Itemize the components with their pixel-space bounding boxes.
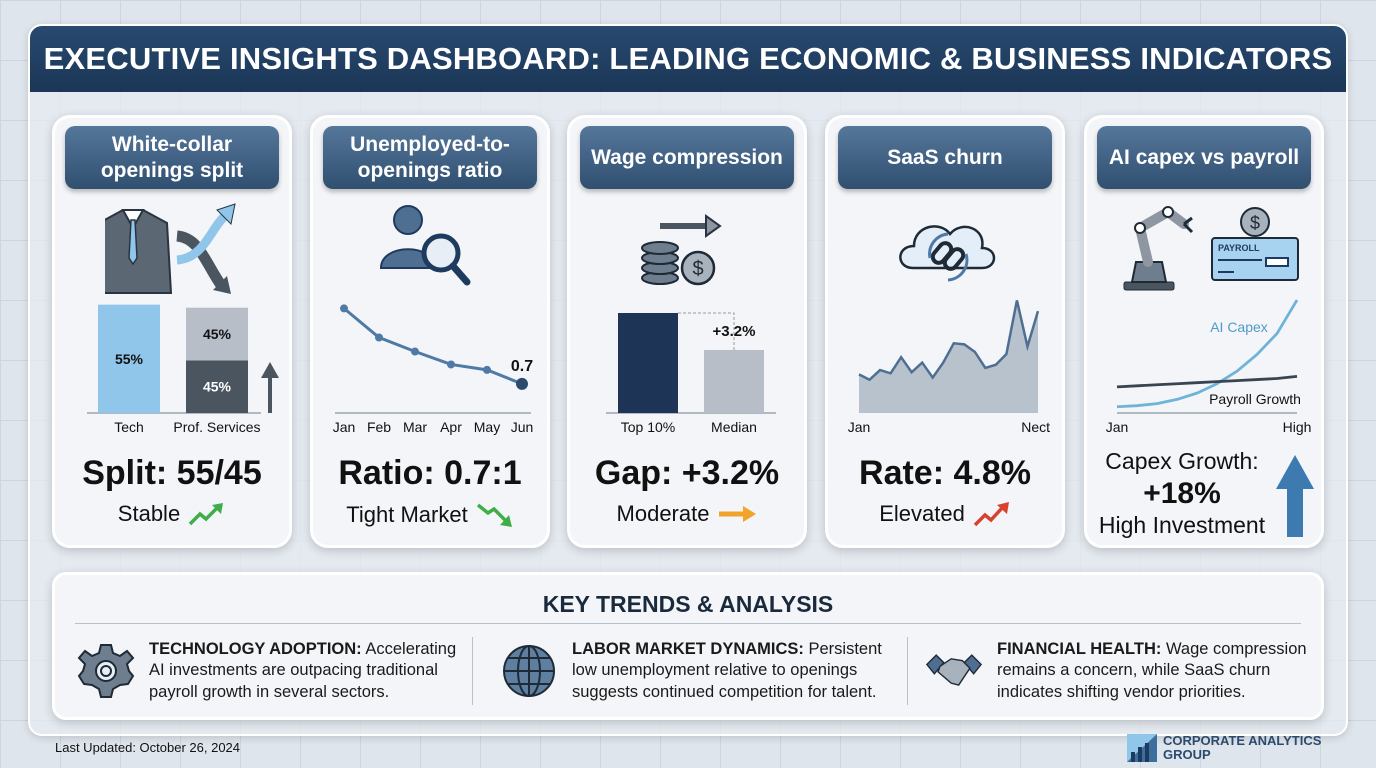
card-openings-split: White-collar openings split 55% Tech 45% 45… [52, 115, 292, 548]
series-label: Payroll Growth [1209, 391, 1301, 407]
arrow-up-blue-icon [1276, 455, 1314, 537]
capex-payroll-line-chart: AI Capex Payroll Growth Jan High [1106, 299, 1312, 435]
x-tick-label: Tech [114, 419, 144, 435]
card-wage-compression: Wage compression $ Top 10% Median +3.2% Ga… [567, 115, 807, 548]
bar-segment [186, 360, 248, 413]
data-point [483, 365, 491, 374]
ratio-line [343, 307, 523, 386]
series-line [1116, 375, 1298, 389]
card-ai-capex: AI capex vs payroll PAYROLL $ AI Capex Pa… [1084, 115, 1324, 548]
churn-rate-value: Rate: 4.8% [859, 454, 1031, 492]
trend-item: TECHNOLOGY ADOPTION: Accelerating AI inv… [77, 637, 457, 705]
status-text: Stable [117, 501, 181, 526]
gear-icon [77, 644, 135, 698]
trend-text: Persistent low unemployment relative to … [572, 639, 882, 701]
x-tick-label: High [1283, 419, 1312, 435]
capex-value: +18% [1143, 476, 1221, 510]
arrow-right-orange-icon [719, 506, 757, 522]
status-text: Tight Market [346, 502, 468, 527]
arrow-up-icon [261, 362, 279, 413]
x-tick-label: Apr [440, 419, 462, 435]
churn-line [858, 300, 1040, 382]
bar-segment [98, 304, 160, 413]
trend-heading: LABOR MARKET DYNAMICS: [572, 639, 804, 658]
data-point [516, 377, 528, 390]
gap-value: Gap: +3.2% [594, 454, 780, 492]
churn-area [859, 300, 1038, 413]
trend-heading: TECHNOLOGY ADOPTION: [149, 639, 362, 658]
x-tick-label: Jan [1106, 419, 1129, 435]
wage-gap-bar-chart: Top 10% Median +3.2% [606, 312, 776, 435]
data-point [411, 347, 419, 356]
last-updated: Last Updated: October 26, 2024 [55, 740, 241, 755]
globe-icon [503, 645, 555, 697]
trend-heading: FINANCIAL HEALTH: [997, 639, 1162, 658]
cloud-link-icon [899, 225, 996, 282]
divider [75, 623, 1301, 624]
bar [704, 350, 764, 413]
card-saas-churn: SaaS churn Jan Nect Rate: 4.8% Elevated [825, 115, 1065, 548]
logo-text-line1: CORPORATE ANALYTICS [1163, 733, 1322, 749]
trend-up-red-icon [973, 502, 1009, 527]
card-title: AI capex vs payroll [1097, 126, 1311, 189]
card-title: SaaS churn [838, 126, 1052, 189]
trend-text: Wage compression remains a concern, whil… [997, 639, 1307, 701]
trend-text: Accelerating AI investments are outpacin… [149, 639, 457, 701]
trend-item: FINANCIAL HEALTH: Wage compression remai… [925, 637, 1315, 705]
capex-label: Capex Growth: [1105, 448, 1259, 474]
series-line [1116, 299, 1299, 409]
svg-text:$: $ [1250, 213, 1260, 233]
gap-guide [678, 312, 735, 350]
card-title: Unemployed-to-openings ratio [323, 126, 537, 189]
data-point [447, 360, 455, 369]
x-tick-label: Top 10% [621, 419, 675, 435]
svg-text:$: $ [692, 258, 703, 280]
bar [618, 313, 678, 413]
status-text: Elevated [879, 501, 965, 526]
end-value-label: 0.7 [511, 358, 533, 375]
person-search-icon [379, 205, 471, 286]
bar-segment [186, 307, 248, 361]
churn-area-chart: Jan Nect [848, 300, 1050, 435]
company-logo: CORPORATE ANALYTICS GROUP [1127, 734, 1321, 762]
gap-annotation: +3.2% [713, 323, 756, 340]
series-label: AI Capex [1210, 319, 1268, 335]
data-point [340, 304, 348, 313]
robot-arm-payroll-icon: PAYROLL $ [1123, 206, 1299, 291]
x-tick-label: Jun [511, 419, 534, 435]
openings-split-bar-chart: 55% Tech 45% 45% Prof. Services [87, 304, 279, 435]
bar-label: 55% [115, 351, 144, 367]
payroll-check-text: PAYROLL [1218, 243, 1260, 253]
trend-up-green-icon [188, 503, 224, 526]
bar-label: 45% [203, 379, 232, 395]
card-title: Wage compression [580, 126, 794, 189]
trend-item: LABOR MARKET DYNAMICS: Persistent low un… [500, 637, 900, 705]
bar-label: 45% [203, 326, 232, 342]
card-unemployed-ratio: Unemployed-to-openings ratio Jan Feb Mar Ap… [310, 115, 550, 548]
ratio-value: Ratio: 0.7:1 [338, 454, 522, 492]
ratio-line-chart: Jan Feb Mar Apr May Jun 0.7 [333, 304, 534, 435]
status-text: High Investment [1098, 511, 1266, 538]
page-title: EXECUTIVE INSIGHTS DASHBOARD: LEADING EC… [30, 26, 1346, 92]
logo-text-line2: GROUP [1163, 747, 1211, 762]
key-trends-panel: KEY TRENDS & ANALYSIS TECHNOLOGY ADOPTIO… [52, 572, 1324, 720]
x-tick-label: Nect [1021, 419, 1050, 435]
trends-title: KEY TRENDS & ANALYSIS [542, 591, 834, 617]
x-tick-label: Median [711, 419, 757, 435]
suit-split-arrows-icon [105, 203, 236, 294]
x-tick-label: Feb [367, 419, 391, 435]
split-value: Split: 55/45 [82, 454, 262, 492]
x-tick-label: Jan [333, 419, 356, 435]
data-point [375, 333, 383, 342]
x-tick-label: Jan [848, 419, 871, 435]
status-text: Moderate [616, 501, 710, 526]
x-tick-label: Mar [403, 419, 427, 435]
logo-bars-icon [1127, 734, 1157, 762]
x-tick-label: Prof. Services [173, 419, 260, 435]
x-tick-label: May [474, 419, 500, 435]
card-title: White-collar openings split [65, 126, 279, 189]
coins-dollar-icon: $ [641, 214, 722, 286]
handshake-icon [925, 654, 983, 686]
trend-down-green-icon [476, 503, 512, 527]
